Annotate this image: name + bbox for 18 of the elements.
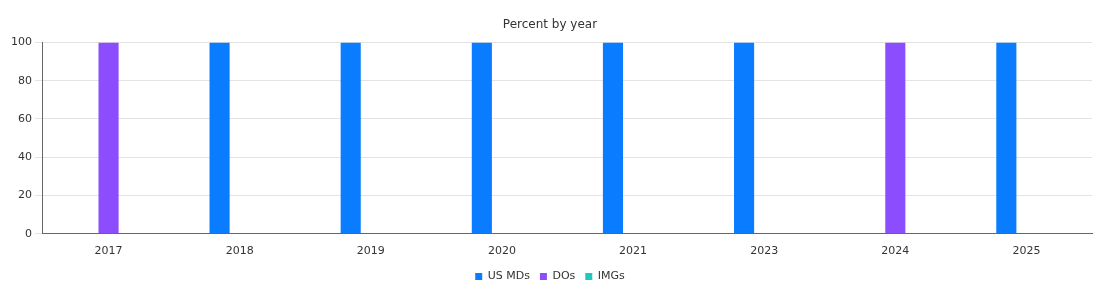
- y-tick-label: 20: [18, 188, 32, 202]
- y-tick-label: 60: [18, 111, 32, 125]
- chart-title: Percent by year: [502, 17, 598, 32]
- x-tick-label: 2024: [881, 244, 910, 258]
- legend-label: IMGs: [597, 269, 626, 283]
- x-tick-label: 2021: [619, 244, 648, 258]
- legend-label: DOs: [552, 269, 576, 283]
- legend-label: US MDs: [487, 269, 531, 283]
- x-tick-label: 2025: [1012, 244, 1041, 258]
- y-tick-label: 80: [18, 73, 32, 87]
- y-tick-label: 100: [11, 35, 32, 49]
- x-tick-label: 2018: [225, 244, 254, 258]
- x-tick-label: 2019: [356, 244, 385, 258]
- x-tick-label: 2023: [750, 244, 779, 258]
- x-tick-label: 2017: [94, 244, 123, 258]
- y-tick-label: 0: [25, 226, 32, 240]
- y-tick-label: 40: [18, 150, 32, 164]
- x-tick-label: 2020: [487, 244, 516, 258]
